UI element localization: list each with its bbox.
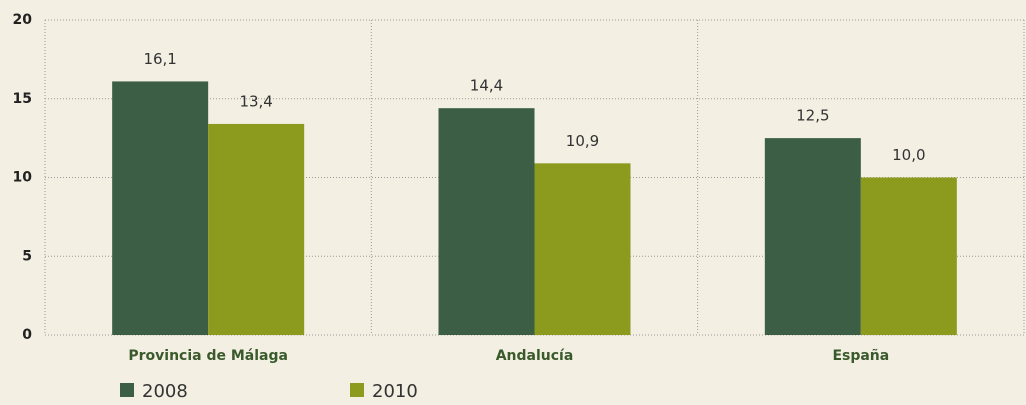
value-label: 16,1 bbox=[143, 50, 176, 68]
x-tick-label: Provincia de Málaga bbox=[128, 348, 288, 364]
y-tick-label: 20 bbox=[13, 12, 33, 28]
value-label: 10,0 bbox=[892, 146, 925, 164]
x-tick-label: España bbox=[832, 348, 889, 364]
value-label: 14,4 bbox=[470, 77, 503, 95]
value-label: 12,5 bbox=[796, 107, 829, 125]
legend-swatch bbox=[120, 383, 134, 397]
bar bbox=[438, 108, 535, 335]
y-tick-label: 5 bbox=[22, 248, 32, 264]
bar bbox=[764, 138, 861, 335]
x-tick-label: Andalucía bbox=[496, 348, 574, 364]
y-tick-label: 10 bbox=[13, 170, 33, 186]
legend-label: 2010 bbox=[372, 381, 418, 402]
bar bbox=[208, 123, 305, 335]
legend-swatch bbox=[350, 383, 364, 397]
bar bbox=[112, 81, 209, 335]
value-label: 13,4 bbox=[239, 92, 272, 110]
bar bbox=[860, 177, 957, 335]
bar bbox=[534, 163, 631, 335]
y-tick-label: 15 bbox=[13, 91, 32, 107]
value-label: 10,9 bbox=[566, 132, 599, 150]
y-tick-label: 0 bbox=[22, 327, 32, 343]
legend-label: 2008 bbox=[142, 381, 188, 402]
